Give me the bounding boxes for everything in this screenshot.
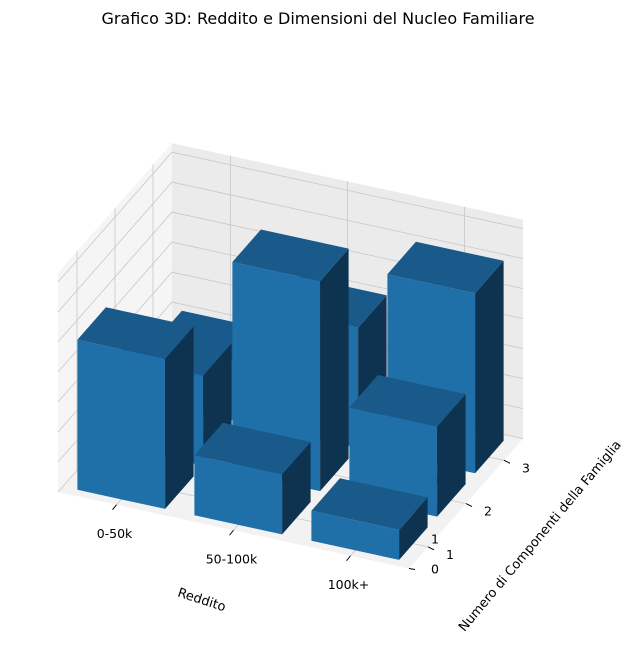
y-tick (465, 503, 473, 507)
bar-side-face (475, 260, 504, 474)
bar-top-face (77, 307, 194, 359)
bar-0-50k-1 (77, 307, 194, 509)
bar-top-face (311, 478, 428, 530)
chart-title: Grafico 3D: Reddito e Dimensioni del Nuc… (101, 9, 534, 28)
bar-side-face (165, 326, 194, 509)
bar-side-face (399, 497, 428, 560)
y-tick-label: 2 (484, 504, 492, 519)
bar-top-face (232, 229, 349, 282)
bar-front-face (77, 339, 166, 509)
z-tick (408, 568, 416, 570)
bars (77, 229, 504, 560)
x-tick-label: 0-50k (97, 526, 133, 541)
z-tick-label: 1 (431, 532, 439, 547)
bar-side-face (282, 441, 311, 535)
y-tick-label: 3 (522, 460, 530, 475)
y-tick (503, 459, 511, 464)
x-axis-label: Reddito (176, 586, 228, 616)
z-tick-label: 0 (431, 562, 439, 577)
x-tick (112, 504, 117, 511)
x-tick-label: 100k+ (328, 577, 370, 592)
x-tick (346, 555, 351, 562)
bar-top-face (387, 241, 504, 294)
y-tick-label: 1 (446, 547, 454, 562)
bar-100k+-1 (311, 478, 428, 560)
grid-line-z (57, 181, 524, 313)
bar-top-face (194, 422, 311, 475)
grid-line-z (57, 151, 524, 283)
x-tick (229, 529, 234, 536)
bar-front-face (311, 510, 400, 560)
bar-side-face (437, 394, 466, 517)
x-tick-label: 50-100k (206, 551, 258, 566)
bar-side-face (320, 248, 349, 492)
bar-50-100k-1 (194, 422, 311, 535)
bar-front-face (194, 455, 283, 535)
y-tick (427, 546, 435, 551)
bar-top-face (349, 375, 466, 427)
